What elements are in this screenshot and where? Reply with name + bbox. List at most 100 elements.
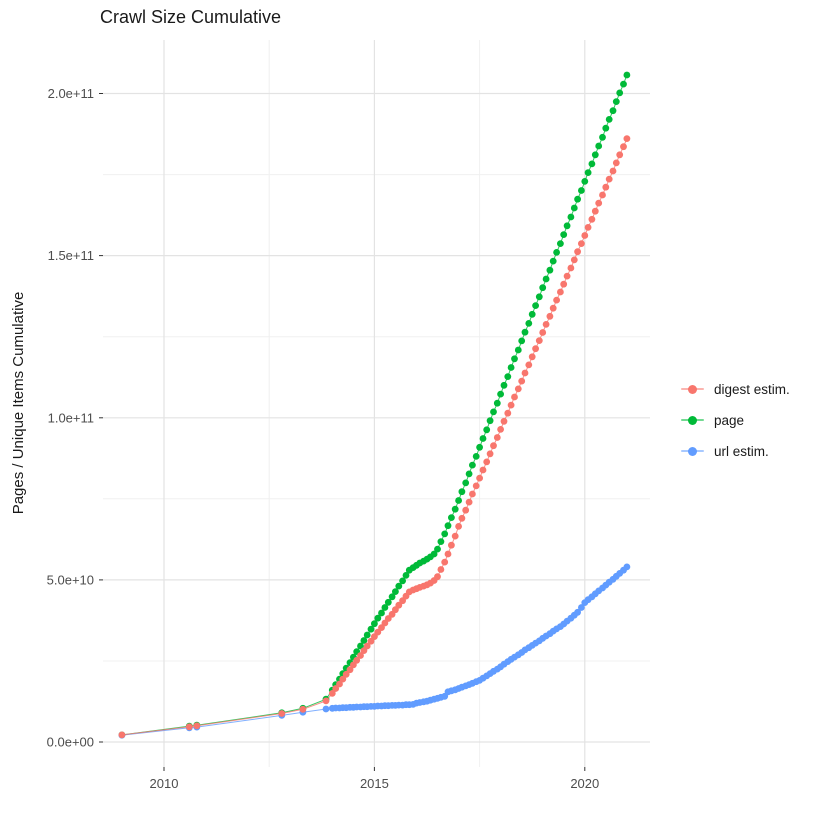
axes: 0.0e+00 5.0e+10 1.0e+11 1.5e+11 2.0e+11 2010 2… [47,86,600,791]
data-point-digest-estim [332,685,340,692]
data-point-digest-estim [339,675,347,683]
data-point-page [384,598,392,606]
legend-label: digest estim. [714,381,790,397]
data-point-digest-estim [507,401,515,409]
data-point-digest-estim [546,312,554,320]
data-point-digest-estim [363,642,371,650]
data-point-digest-estim [444,550,452,558]
data-point-page [374,614,382,622]
chart-title: Crawl Size Cumulative [100,7,282,27]
gridlines-minor [103,40,650,767]
data-point-digest-estim [193,722,201,730]
data-point-digest-estim [567,264,575,272]
y-tick-label: 5.0e+10 [47,572,94,587]
data-point-digest-estim [458,514,466,522]
data-point-page [532,302,539,309]
data-point-page [602,124,610,132]
data-point-page [486,417,494,425]
data-point-page [500,381,508,389]
data-point-page [430,550,438,558]
data-point-page [465,470,473,478]
data-point-digest-estim [476,474,483,482]
data-point-page [521,328,529,336]
data-point-page [539,284,547,292]
data-point-page [616,89,624,97]
data-point-page [542,275,550,283]
data-point-page [448,514,455,521]
data-point-page [490,408,497,416]
data-point-page [525,320,533,327]
data-point-page [549,257,557,265]
data-point-digest-estim [483,458,491,466]
data-point-page [511,355,518,363]
data-point-url-estim [574,608,581,616]
data-point-page [570,204,578,212]
data-point-digest-estim [518,377,526,385]
data-point-page [371,620,378,628]
data-point-page [392,588,399,595]
data-point-page [395,582,403,590]
data-point-digest-estim [374,628,382,636]
data-point-page [469,461,476,469]
data-point-page [612,98,620,105]
data-point-page [623,71,631,79]
data-point-digest-estim [434,573,441,581]
data-point-page [399,577,406,585]
y-tick-label: 2.0e+11 [48,86,94,101]
y-tick-label: 1.0e+11 [48,410,94,425]
data-point-digest-estim [539,329,547,336]
data-point-digest-estim [595,199,603,207]
data-point-digest-estim [602,183,610,191]
data-point-page [458,488,466,496]
data-point-digest-estim [563,272,571,280]
data-point-page [605,116,613,123]
data-point-page [584,169,592,177]
data-point-digest-estim [584,224,592,231]
data-point-url-estim [623,563,631,571]
data-point-digest-estim [599,191,606,199]
data-point-digest-estim [328,690,336,697]
legend-label: url estim. [714,443,769,459]
data-point-page [462,479,470,487]
legend-key-icon [681,440,704,462]
data-point-page [514,346,522,354]
data-point-page [363,631,371,639]
data-point-digest-estim [322,697,330,705]
data-point-digest-estim [346,666,354,674]
data-point-digest-estim [479,466,487,474]
data-point-digest-estim [591,207,599,215]
data-point-digest-estim [451,532,459,540]
data-point-digest-estim [472,482,480,490]
data-point-digest-estim [574,248,581,256]
data-point-page [581,178,589,185]
data-point-page [574,195,581,203]
data-point-digest-estim [612,159,620,167]
data-point-page [528,310,536,318]
data-point-digest-estim [609,167,617,175]
data-point-page [588,160,596,168]
data-point-digest-estim [469,490,476,498]
data-point-digest-estim [525,361,533,369]
data-point-digest-estim [620,143,627,151]
data-point-digest-estim [448,541,455,549]
legend-key-icon [681,409,704,431]
data-point-digest-estim [588,215,596,223]
data-point-digest-estim [278,710,286,717]
legend-item-page: page [681,409,790,431]
data-point-digest-estim [623,135,631,143]
x-tick-label: 2015 [360,776,389,791]
data-point-page [595,142,603,150]
data-point-digest-estim [357,652,364,659]
y-tick-label: 1.5e+11 [48,248,94,263]
data-point-page [557,240,564,248]
data-point-digest-estim [557,288,564,296]
data-point-page [578,187,585,194]
data-point-digest-estim [549,304,557,312]
data-point-digest-estim [570,256,578,264]
data-point-page [388,593,396,601]
data-point-page [567,213,575,221]
data-point-page [402,572,410,579]
data-point-page [507,364,515,371]
data-point-digest-estim [560,280,568,288]
data-point-page [472,453,480,460]
